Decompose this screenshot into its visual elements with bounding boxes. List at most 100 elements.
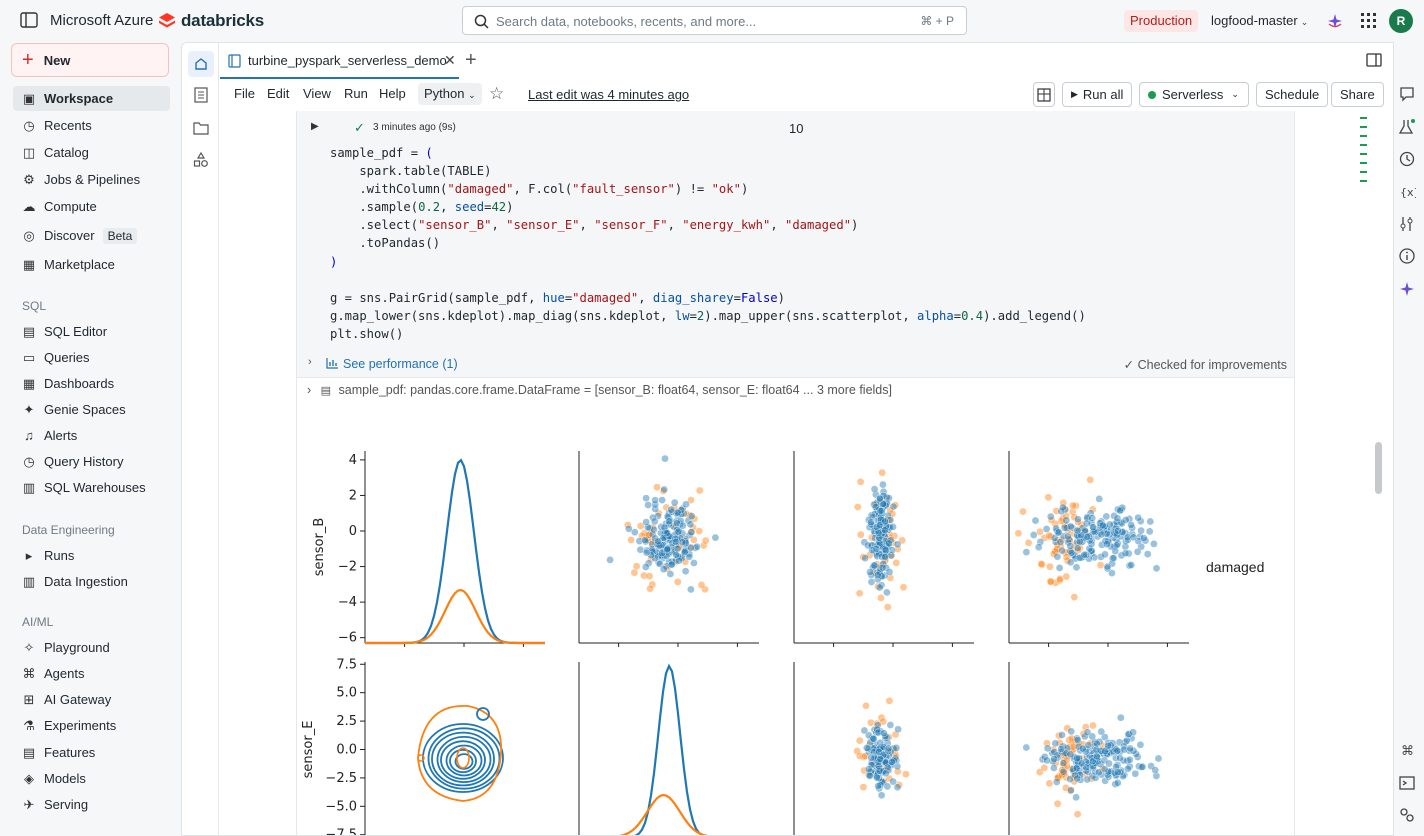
scatter-point-series-0 <box>866 568 874 576</box>
sidebar-item-label: Query History <box>44 454 124 469</box>
agents-icon: ⌘ <box>22 665 36 681</box>
sidebar-item-discover[interactable]: ◎ Discover Beta <box>13 223 170 248</box>
sidebar-item-recents[interactable]: ◷ Recents <box>13 113 170 138</box>
scatter-point-series-0 <box>889 777 897 786</box>
sidebar-item-agents[interactable]: ⌘ Agents <box>13 661 170 686</box>
share-button[interactable]: Share <box>1331 82 1384 107</box>
menu-file[interactable]: File <box>234 86 255 101</box>
sidebar-item-sql-editor[interactable]: ▤ SQL Editor <box>13 319 170 344</box>
scatter-point-series-0 <box>673 519 681 528</box>
scatter-point-series-0 <box>665 520 673 529</box>
sidebar-item-workspace[interactable]: ▣ Workspace <box>13 86 170 111</box>
sidebar-item-runs[interactable]: ▸ Runs <box>13 543 170 568</box>
new-button[interactable]: + New <box>11 43 169 77</box>
info-icon[interactable] <box>1398 247 1416 265</box>
scatter-point-series-1 <box>1056 574 1064 583</box>
scatter-point-series-0 <box>691 544 700 552</box>
assistant-icon[interactable] <box>1326 12 1344 30</box>
sidebar-item-genie-spaces[interactable]: ✦ Genie Spaces <box>13 397 170 422</box>
scatter-point-series-1 <box>1062 512 1070 520</box>
add-tab-icon[interactable]: + <box>465 49 477 71</box>
table-of-contents-icon[interactable] <box>193 87 209 103</box>
scatter-point-series-0 <box>668 543 676 552</box>
sidebar-item-alerts[interactable]: ♫ Alerts <box>13 423 170 448</box>
sidebar-item-jobs-pipelines[interactable]: ⚙ Jobs & Pipelines <box>13 167 170 192</box>
scatter-point-series-0 <box>1101 550 1109 559</box>
see-performance-link[interactable]: See performance (1) <box>343 357 458 371</box>
sidebar-item-features[interactable]: ▤ Features <box>13 740 170 765</box>
comments-icon[interactable] <box>1398 85 1416 103</box>
compute-selector[interactable]: Serverless ⌄ <box>1139 82 1249 107</box>
home-icon[interactable] <box>188 51 214 77</box>
star-icon[interactable]: ☆ <box>489 84 505 103</box>
split-view-icon[interactable] <box>1366 53 1382 67</box>
assistant-icon[interactable] <box>1398 280 1416 298</box>
scatter-point-series-0 <box>690 559 698 567</box>
layout-button[interactable] <box>1033 82 1055 107</box>
sidebar-item-models[interactable]: ◈ Models <box>13 766 170 791</box>
menu-edit[interactable]: Edit <box>267 86 290 101</box>
df-type: pandas.core.frame.DataFrame = [sensor_B:… <box>410 383 892 397</box>
sidebar-item-query-history[interactable]: ◷ Query History <box>13 449 170 474</box>
sidebar-toggle-icon[interactable] <box>20 12 38 28</box>
scrollbar-thumb[interactable] <box>1375 442 1382 494</box>
cell-minimap[interactable] <box>1360 117 1368 189</box>
close-icon[interactable]: ✕ <box>444 52 456 68</box>
sidebar-item-dashboards[interactable]: ▦ Dashboards <box>13 371 170 396</box>
dataframe-schema[interactable]: › ▤ sample_pdf: pandas.core.frame.DataFr… <box>307 383 892 397</box>
scatter-point-series-0 <box>685 552 694 561</box>
last-edit-link[interactable]: Last edit was 4 minutes ago <box>528 87 690 102</box>
scatter-point-series-0 <box>1111 780 1120 788</box>
variables-icon[interactable]: {x} <box>1398 183 1416 201</box>
history-icon[interactable] <box>1398 150 1416 168</box>
scatter-point-series-0 <box>667 505 676 514</box>
sidebar-item-data-ingestion[interactable]: ▥ Data Ingestion <box>13 569 170 594</box>
sidebar-item-catalog[interactable]: ◫ Catalog <box>13 140 170 165</box>
run-all-button[interactable]: ▶ Run all <box>1062 82 1133 107</box>
sidebar-item-serving[interactable]: ✈ Serving <box>13 792 170 817</box>
sidebar-item-experiments[interactable]: ⚗ Experiments <box>13 713 170 738</box>
scatter-point-series-0 <box>881 545 889 553</box>
menu-run[interactable]: Run <box>344 86 368 101</box>
scatter-point-series-0 <box>671 537 680 546</box>
scatter-point-series-0 <box>687 512 696 520</box>
scatter-point-series-1 <box>1046 577 1055 585</box>
schedule-button[interactable]: Schedule <box>1256 82 1329 107</box>
scatter-point-series-0 <box>892 744 901 752</box>
menu-view[interactable]: View <box>303 86 331 101</box>
shapes-icon[interactable] <box>193 152 209 168</box>
compute-icon: ☁ <box>22 198 36 214</box>
sidebar-item-playground[interactable]: ✧ Playground <box>13 635 170 660</box>
expand-icon[interactable]: ▶ <box>311 121 319 132</box>
settings-sliders-icon[interactable] <box>1398 215 1416 233</box>
sidebar-item-queries[interactable]: ▭ Queries <box>13 345 170 370</box>
databricks-logo[interactable]: databricks <box>158 11 264 31</box>
terminal-icon[interactable] <box>1398 774 1416 792</box>
folder-icon[interactable] <box>193 120 209 136</box>
sidebar-item-compute[interactable]: ☁ Compute <box>13 194 170 219</box>
command-icon[interactable]: ⌘ <box>1398 741 1416 759</box>
notebook-icon-rail <box>182 43 219 835</box>
user-avatar[interactable]: R <box>1389 9 1413 33</box>
code-editor[interactable]: sample_pdf = ( spark.table(TABLE) .withC… <box>297 144 1294 350</box>
pipeline-icon[interactable] <box>1398 806 1416 824</box>
scatter-point-series-0 <box>1123 533 1132 542</box>
apps-grid-icon[interactable] <box>1361 13 1376 28</box>
search-bar[interactable]: Search data, notebooks, recents, and mor… <box>462 6 967 35</box>
scatter-point-series-1 <box>630 568 639 577</box>
logo-text: databricks <box>181 11 265 30</box>
scatter-point-series-0 <box>1085 536 1094 545</box>
experiment-icon[interactable] <box>1398 118 1416 136</box>
tab-notebook[interactable]: turbine_pyspark_serverless_demo ✕ <box>220 43 459 79</box>
language-selector[interactable]: Python ⌄ <box>418 83 482 105</box>
scatter-point-series-0 <box>1145 527 1154 536</box>
chevron-right-icon[interactable]: › <box>308 356 312 368</box>
scatter-point-series-0 <box>1129 533 1138 542</box>
sidebar-item-sql-warehouses[interactable]: ▥ SQL Warehouses <box>13 475 170 500</box>
search-shortcut: ⌘ + P <box>920 14 954 28</box>
scatter-point-series-0 <box>1051 739 1060 748</box>
menu-help[interactable]: Help <box>379 86 406 101</box>
sidebar-item-ai-gateway[interactable]: ⊞ AI Gateway <box>13 687 170 712</box>
workspace-selector[interactable]: logfood-master ⌄ <box>1211 13 1308 28</box>
sidebar-item-marketplace[interactable]: ▦ Marketplace <box>13 252 170 277</box>
